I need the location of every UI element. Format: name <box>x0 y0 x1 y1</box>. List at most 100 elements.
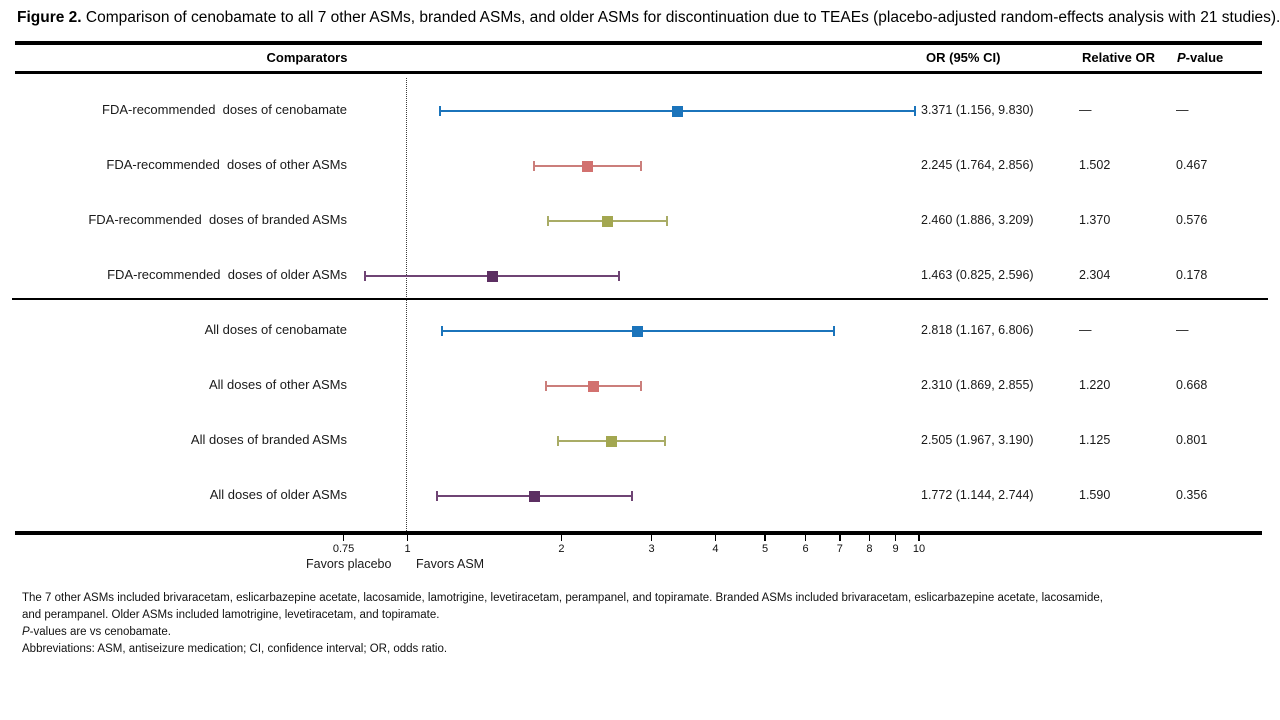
column-header-or-ci: OR (95% CI) <box>926 50 1001 65</box>
p-value: 0.668 <box>1176 378 1208 392</box>
or-ci-value: 3.371 (1.156, 9.830) <box>921 103 1034 117</box>
axis-tick-mark <box>918 535 920 541</box>
ci-cap-upper <box>914 106 917 116</box>
favors-asm-label: Favors ASM <box>416 557 485 571</box>
axis-tick-label: 1 <box>404 543 411 555</box>
footnote-p-italic: P <box>22 626 30 638</box>
axis-tick-mark <box>868 535 871 541</box>
axis-tick-mark <box>894 535 897 541</box>
comparator-label: FDA-recommended doses of branded ASMs <box>88 212 347 227</box>
header-bottom-rule <box>15 70 1262 74</box>
p-rest: -value <box>1185 50 1224 65</box>
figure-caption: Figure 2. Comparison of cenobamate to al… <box>17 9 1280 27</box>
axis-tick-mark <box>650 535 653 541</box>
axis-tick-mark <box>804 535 807 541</box>
ci-cap-lower <box>440 326 443 336</box>
axis-tick-mark <box>764 535 766 541</box>
ci-cap-upper <box>618 271 621 281</box>
axis-tick-mark <box>406 535 409 541</box>
or-point-marker <box>601 215 613 227</box>
column-header-p-value: P-value <box>1177 50 1223 65</box>
ci-cap-upper <box>665 216 668 226</box>
axis-line <box>15 530 1262 535</box>
relative-or-value: 1.125 <box>1079 433 1111 447</box>
relative-or-value: 1.370 <box>1079 213 1111 227</box>
relative-or-value: — <box>1079 323 1092 337</box>
axis-tick-label: 8 <box>866 543 873 555</box>
or-ci-value: 1.463 (0.825, 2.596) <box>921 268 1034 282</box>
favors-placebo-label: Favors placebo <box>306 557 392 571</box>
p-value: 0.576 <box>1176 213 1208 227</box>
axis-tick-label: 7 <box>836 543 843 555</box>
axis-tick-label: 6 <box>802 543 809 555</box>
group-separator-rule <box>12 298 1268 300</box>
ci-cap-lower <box>556 436 559 446</box>
comparator-label: All doses of cenobamate <box>204 322 347 337</box>
or-point-marker <box>605 435 617 447</box>
p-value: 0.356 <box>1176 488 1208 502</box>
relative-or-value: — <box>1079 103 1092 117</box>
axis-tick-label: 5 <box>761 543 769 555</box>
axis-tick-mark <box>714 535 717 541</box>
comparator-label: FDA-recommended doses of cenobamate <box>102 102 347 117</box>
axis-tick-label: 10 <box>912 543 926 555</box>
axis-tick-mark <box>839 535 841 541</box>
ci-cap-lower <box>363 271 366 281</box>
ci-cap-lower <box>545 381 548 391</box>
or-point-marker <box>529 490 541 502</box>
p-value: — <box>1176 103 1189 117</box>
ci-cap-upper <box>832 326 835 336</box>
footnotes: The 7 other ASMs included brivaracetam, … <box>22 590 1262 658</box>
p-value: 0.801 <box>1176 433 1208 447</box>
or-point-marker <box>632 325 644 337</box>
column-header-comparators: Comparators <box>266 50 348 65</box>
relative-or-value: 1.220 <box>1079 378 1111 392</box>
reference-line-or-1 <box>406 78 407 531</box>
footnote-line-1: The 7 other ASMs included brivaracetam, … <box>22 592 1103 604</box>
comparator-label: All doses of other ASMs <box>208 377 347 392</box>
comparator-label: All doses of branded ASMs <box>190 432 347 447</box>
ci-cap-upper <box>639 381 642 391</box>
ci-cap-lower <box>532 161 535 171</box>
axis-tick-label: 4 <box>712 543 719 555</box>
or-ci-value: 2.310 (1.869, 2.855) <box>921 378 1034 392</box>
p-value: 0.178 <box>1176 268 1208 282</box>
or-point-marker <box>671 105 683 117</box>
axis-tick-mark <box>560 535 563 541</box>
relative-or-value: 2.304 <box>1079 268 1111 282</box>
axis-tick-label: 3 <box>648 543 655 555</box>
table-top-rule <box>15 41 1262 45</box>
axis-tick-mark <box>342 535 345 541</box>
ci-cap-upper <box>630 491 633 501</box>
p-value: — <box>1176 323 1189 337</box>
axis-tick-label: 2 <box>558 543 565 555</box>
relative-or-value: 1.590 <box>1079 488 1111 502</box>
or-ci-value: 1.772 (1.144, 2.744) <box>921 488 1034 502</box>
footnote-line-3: P-values are vs cenobamate. <box>22 624 1262 641</box>
figure-title-text: Comparison of cenobamate to all 7 other … <box>85 9 1280 26</box>
or-ci-value: 2.818 (1.167, 6.806) <box>921 323 1034 337</box>
figure-number: Figure 2. <box>17 9 82 26</box>
ci-cap-upper <box>639 161 642 171</box>
or-point-marker <box>486 270 498 282</box>
footnote-line-4: Abbreviations: ASM, antiseizure medicati… <box>22 643 448 655</box>
footnote-p-rest: -values are vs cenobamate. <box>29 626 171 638</box>
axis-tick-label: 0.75 <box>332 543 355 555</box>
comparator-label: All doses of older ASMs <box>209 487 347 502</box>
ci-cap-lower <box>436 491 439 501</box>
comparator-label: FDA-recommended doses of older ASMs <box>107 267 347 282</box>
p-italic: P <box>1177 50 1186 65</box>
footnote-line-2: and perampanel. Older ASMs included lamo… <box>22 609 440 621</box>
ci-cap-lower <box>438 106 441 116</box>
column-header-relative-or: Relative OR <box>1082 50 1155 65</box>
axis-tick-label: 9 <box>892 543 899 555</box>
p-value: 0.467 <box>1176 158 1208 172</box>
ci-cap-lower <box>547 216 550 226</box>
or-ci-value: 2.460 (1.886, 3.209) <box>921 213 1034 227</box>
or-ci-value: 2.245 (1.764, 2.856) <box>921 158 1034 172</box>
ci-cap-upper <box>664 436 667 446</box>
or-point-marker <box>587 380 599 392</box>
relative-or-value: 1.502 <box>1079 158 1111 172</box>
comparator-label: FDA-recommended doses of other ASMs <box>106 157 347 172</box>
